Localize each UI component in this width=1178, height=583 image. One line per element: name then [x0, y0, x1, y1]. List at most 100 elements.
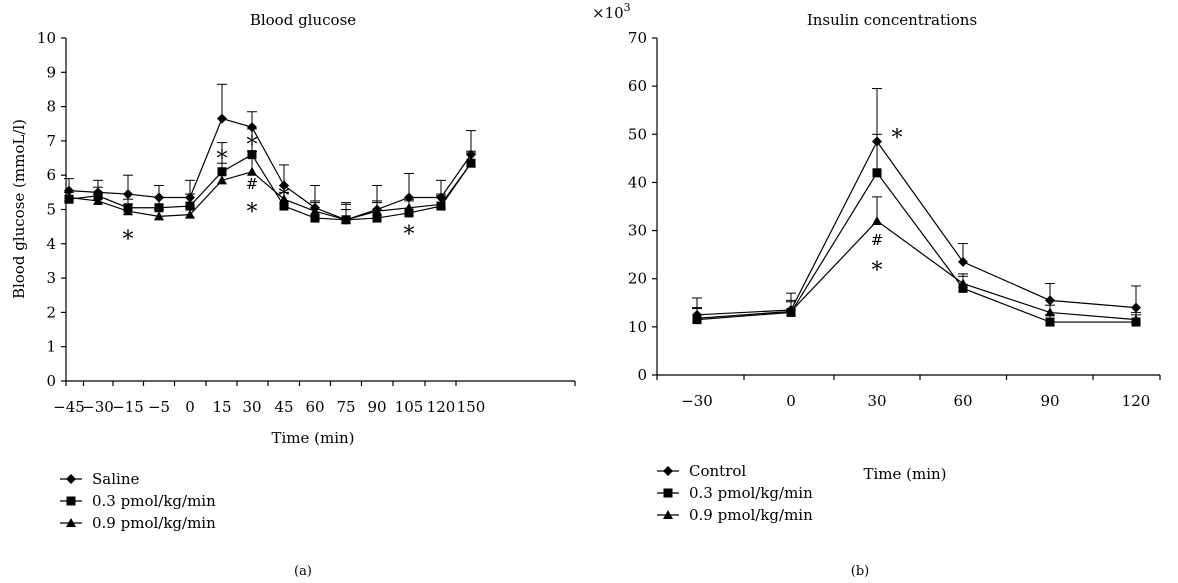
- data-point: [958, 278, 968, 288]
- x-tick-label: 60: [305, 398, 324, 416]
- significance-star: *: [404, 222, 415, 247]
- series-triangle: [692, 196, 1141, 324]
- data-point: [279, 194, 289, 204]
- annotations: * * * # * * *: [123, 133, 415, 252]
- y-axis-label: Blood glucose (mmoL/l): [10, 119, 28, 299]
- legend-label: Control: [689, 462, 746, 480]
- x-tick-label: 90: [1040, 392, 1059, 410]
- data-point: [466, 158, 476, 168]
- data-point: [872, 215, 882, 225]
- legend-marker: [66, 518, 76, 527]
- data-point: [1045, 307, 1055, 317]
- y-tick-label: 40: [628, 173, 647, 191]
- data-point: [279, 201, 289, 211]
- series-square: [692, 133, 1141, 327]
- data-point: [404, 192, 414, 203]
- x-tick-label: −30: [681, 392, 713, 410]
- data-point: [185, 201, 195, 211]
- series-line: [68, 153, 472, 221]
- chart-title: Blood glucose: [250, 11, 356, 29]
- y-tick-label: 60: [628, 77, 647, 95]
- data-point: [1131, 314, 1141, 324]
- series-line: [68, 117, 472, 221]
- x-tick-label: 30: [242, 398, 261, 416]
- y-tick-label: 7: [46, 132, 56, 150]
- data-point: [404, 202, 414, 212]
- series-layer: [64, 83, 476, 225]
- y-tick-label: 0: [46, 372, 56, 390]
- legend-entry: 0.3 pmol/kg/min: [657, 484, 813, 502]
- significance-hash: #: [871, 231, 884, 249]
- data-point: [372, 206, 382, 216]
- x-tick-label: 15: [212, 398, 231, 416]
- legend-marker: [66, 474, 76, 484]
- y-tick-label: 0: [637, 366, 647, 384]
- y-tick-label: 9: [46, 63, 56, 81]
- blood-glucose-chart: Blood glucose Blood glucose (mmoL/l) Tim…: [10, 11, 576, 579]
- data-point: [247, 166, 257, 176]
- axes: 0 10 20 30 40 50 60 70 −30 0 30 60 90 120: [628, 29, 1161, 410]
- data-point: [123, 189, 133, 200]
- significance-star: *: [247, 133, 258, 158]
- data-point: [341, 214, 351, 224]
- series-diamond: [692, 88, 1141, 320]
- panel-caption: (b): [851, 564, 869, 579]
- panel-caption: (a): [294, 564, 312, 579]
- x-axis-label: Time (min): [271, 429, 354, 447]
- data-point: [692, 313, 702, 323]
- series-line: [696, 140, 1137, 316]
- legend: Saline 0.3 pmol/kg/min 0.9 pmol/kg/min: [60, 470, 216, 532]
- legend-entry: 0.9 pmol/kg/min: [657, 506, 813, 524]
- chart-title: Insulin concentrations: [807, 11, 977, 29]
- legend-entry: Control: [657, 462, 746, 480]
- y-tick-label: 50: [628, 125, 647, 143]
- y-tick-label: 4: [46, 235, 56, 253]
- data-point: [310, 206, 320, 216]
- data-point: [154, 211, 164, 221]
- y-tick-label: 8: [46, 98, 56, 116]
- data-point: [93, 195, 103, 205]
- y-tick-label: 10: [628, 318, 647, 336]
- data-point: [872, 168, 882, 178]
- x-tick-label: 0: [786, 392, 796, 410]
- significance-star: *: [217, 147, 228, 172]
- x-tick-label: −5: [148, 398, 170, 416]
- legend-label: 0.9 pmol/kg/min: [689, 506, 813, 524]
- legend: Control 0.3 pmol/kg/min 0.9 pmol/kg/min: [657, 462, 813, 524]
- data-point: [436, 199, 446, 209]
- data-point: [310, 213, 320, 223]
- annotations: * # *: [871, 126, 903, 283]
- legend-label: Saline: [92, 470, 139, 488]
- x-tick-label: 150: [457, 398, 486, 416]
- data-point: [958, 283, 968, 293]
- data-point: [404, 208, 414, 218]
- insulin-chart: Insulin concentrations ×103 Time (min) 0…: [592, 1, 1161, 579]
- y-tick-label: 70: [628, 29, 647, 47]
- data-point: [1131, 302, 1141, 313]
- legend-label: 0.9 pmol/kg/min: [92, 514, 216, 532]
- x-tick-label: 45: [274, 398, 293, 416]
- x-tick-label: −45: [53, 398, 85, 416]
- y-tick-label: 5: [46, 201, 56, 219]
- data-point: [247, 122, 257, 133]
- legend-label: 0.3 pmol/kg/min: [689, 484, 813, 502]
- significance-star: *: [247, 200, 258, 225]
- y-tick-label: 3: [46, 269, 56, 287]
- y-tick-label: 6: [46, 166, 56, 184]
- x-tick-label: 120: [1122, 392, 1151, 410]
- y-tick-label: 30: [628, 222, 647, 240]
- x-tick-label: 60: [953, 392, 972, 410]
- data-point: [154, 203, 164, 213]
- y-multiplier-exponent: 3: [624, 1, 631, 14]
- legend-marker: [663, 488, 673, 498]
- significance-star: *: [892, 126, 903, 151]
- data-point: [185, 209, 195, 219]
- x-tick-label: 90: [367, 398, 386, 416]
- y-tick-label: 20: [628, 270, 647, 288]
- data-point: [64, 192, 74, 202]
- y-tick-label: 1: [46, 338, 56, 356]
- legend-entry: 0.9 pmol/kg/min: [60, 514, 216, 532]
- legend-marker: [663, 510, 673, 519]
